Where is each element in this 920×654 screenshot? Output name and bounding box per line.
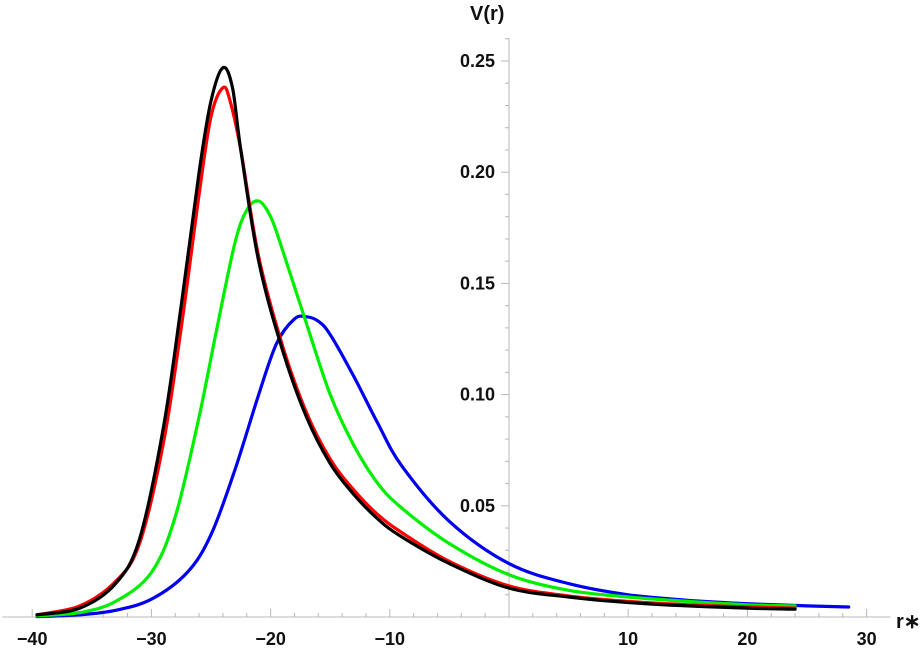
x-tick-label: −10: [375, 629, 406, 649]
x-tick-label: 10: [618, 629, 638, 649]
y-tick-label: 0.05: [460, 496, 495, 516]
x-axis-label: r∗: [896, 611, 920, 633]
y-tick-label: 0.25: [460, 51, 495, 71]
x-tick-label: −40: [17, 629, 48, 649]
y-ticks: 0.05 0.10 0.15 0.20 0.25: [460, 38, 509, 596]
y-tick-label: 0.15: [460, 273, 495, 293]
curves: [35, 65, 851, 619]
y-tick-label: 0.20: [460, 162, 495, 182]
x-tick-label: −20: [255, 629, 286, 649]
series-line-2: [35, 85, 797, 617]
axes: [2, 38, 891, 618]
x-tick-label: −30: [136, 629, 167, 649]
x-ticks: −40 −30 −20 −10 10 20 30: [17, 609, 877, 649]
x-tick-label: 30: [857, 629, 877, 649]
series-line-3: [35, 199, 797, 618]
series-line-1: [35, 65, 797, 617]
y-tick-label: 0.10: [460, 385, 495, 405]
series-line-4: [35, 314, 851, 619]
y-axis-label: V(r): [470, 3, 504, 25]
x-tick-label: 20: [737, 629, 757, 649]
